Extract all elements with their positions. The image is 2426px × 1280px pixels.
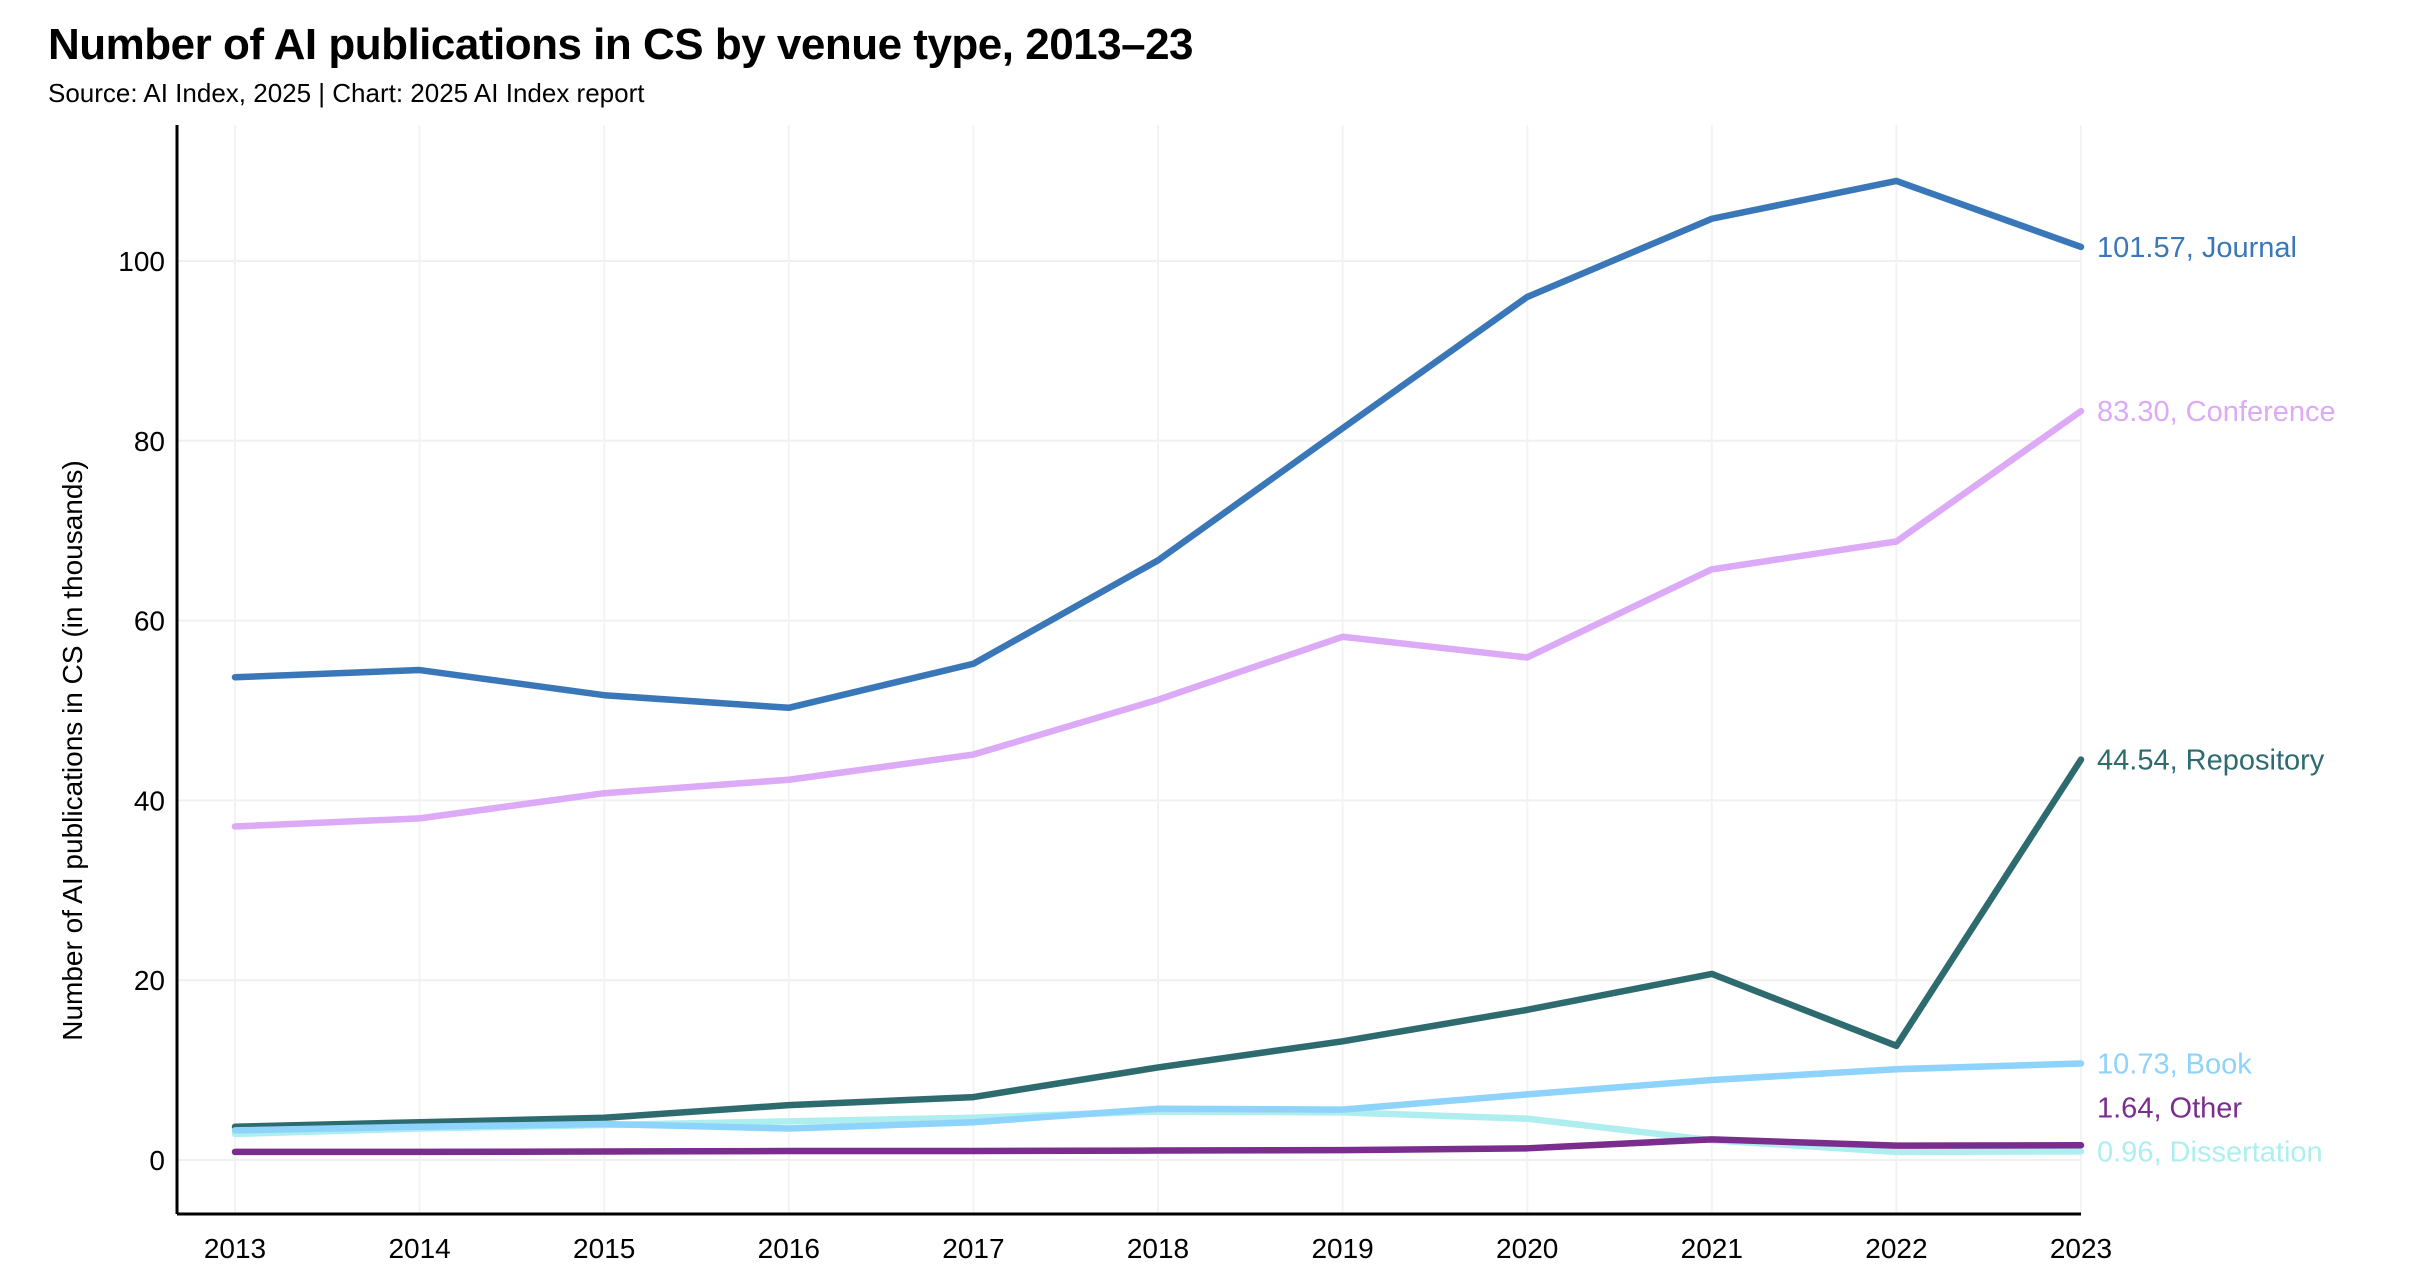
x-tick-label: 2015 [573, 1233, 635, 1264]
x-tick-label: 2019 [1311, 1233, 1373, 1264]
x-tick-label: 2016 [758, 1233, 820, 1264]
y-tick-label: 20 [134, 965, 165, 996]
x-tick-label: 2013 [204, 1233, 266, 1264]
x-tick-label: 2023 [2050, 1233, 2112, 1264]
chart-title: Number of AI publications in CS by venue… [48, 20, 1194, 69]
y-tick-label: 80 [134, 426, 165, 457]
end-label-other: 1.64, Other [2097, 1092, 2242, 1124]
chart-subtitle: Source: AI Index, 2025 | Chart: 2025 AI … [48, 78, 645, 108]
x-tick-label: 2014 [388, 1233, 450, 1264]
end-label-journal: 101.57, Journal [2097, 232, 2297, 264]
y-tick-label: 100 [118, 246, 165, 277]
end-label-book: 10.73, Book [2097, 1049, 2252, 1081]
y-tick-label: 60 [134, 606, 165, 637]
x-tick-label: 2017 [942, 1233, 1004, 1264]
end-label-dissertation: 0.96, Dissertation [2097, 1136, 2323, 1168]
x-tick-label: 2020 [1496, 1233, 1558, 1264]
end-label-conference: 83.30, Conference [2097, 396, 2336, 428]
y-tick-label: 40 [134, 785, 165, 816]
x-tick-label: 2021 [1681, 1233, 1743, 1264]
end-label-repository: 44.54, Repository [2097, 745, 2325, 777]
y-axis-label: Number of AI publications in CS (in thou… [57, 460, 88, 1041]
x-tick-label: 2018 [1127, 1233, 1189, 1264]
y-tick-label: 0 [149, 1145, 165, 1176]
x-tick-label: 2022 [1865, 1233, 1927, 1264]
